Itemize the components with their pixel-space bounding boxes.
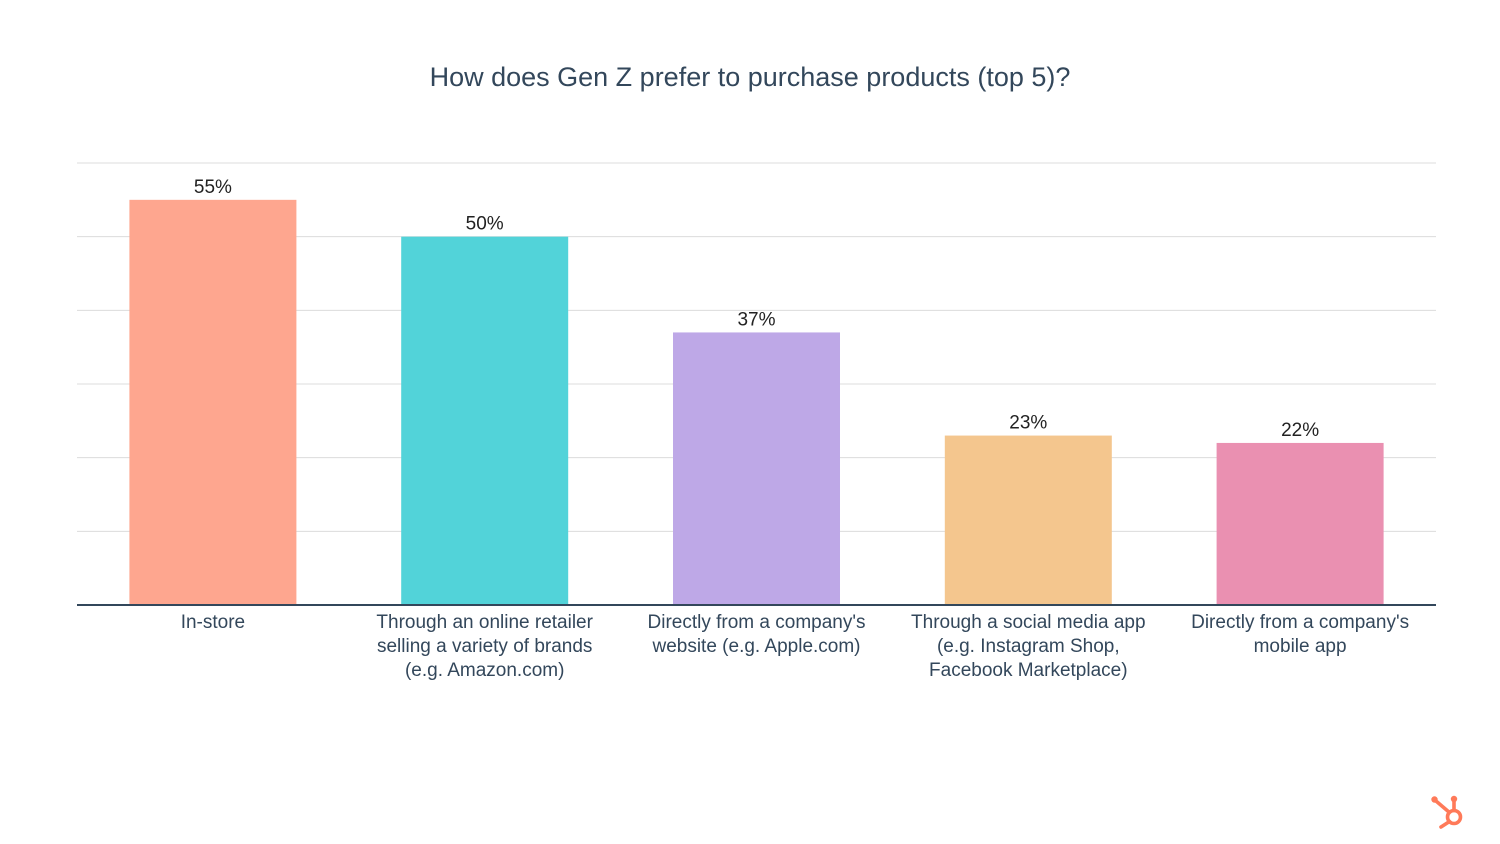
- value-labels: 55% 50% 37% 23% 22%: [194, 177, 1319, 441]
- chart-title: How does Gen Z prefer to purchase produc…: [430, 62, 1071, 92]
- category-label: In-store: [181, 612, 245, 633]
- data-label: 23%: [1009, 413, 1047, 434]
- category-label: Directly from a company's mobile app: [1191, 612, 1409, 657]
- category-label: Directly from a company's website (e.g. A…: [648, 612, 866, 657]
- bars: [129, 199, 1384, 606]
- category-labels: In-store Through an online retailer sellin…: [181, 612, 1409, 681]
- bar: [1216, 442, 1384, 605]
- data-label: 55%: [194, 177, 232, 198]
- bar: [944, 435, 1112, 605]
- data-label: 50%: [466, 214, 504, 235]
- bar: [129, 199, 297, 606]
- category-label: Through an online retailer selling a vari…: [376, 612, 593, 681]
- data-label: 22%: [1281, 420, 1319, 441]
- bar: [401, 236, 569, 605]
- category-label: Through a social media app (e.g. Instagra…: [911, 612, 1145, 681]
- bar: [673, 332, 840, 605]
- data-label: 37%: [737, 309, 775, 330]
- hubspot-sprocket-icon: [1431, 795, 1463, 829]
